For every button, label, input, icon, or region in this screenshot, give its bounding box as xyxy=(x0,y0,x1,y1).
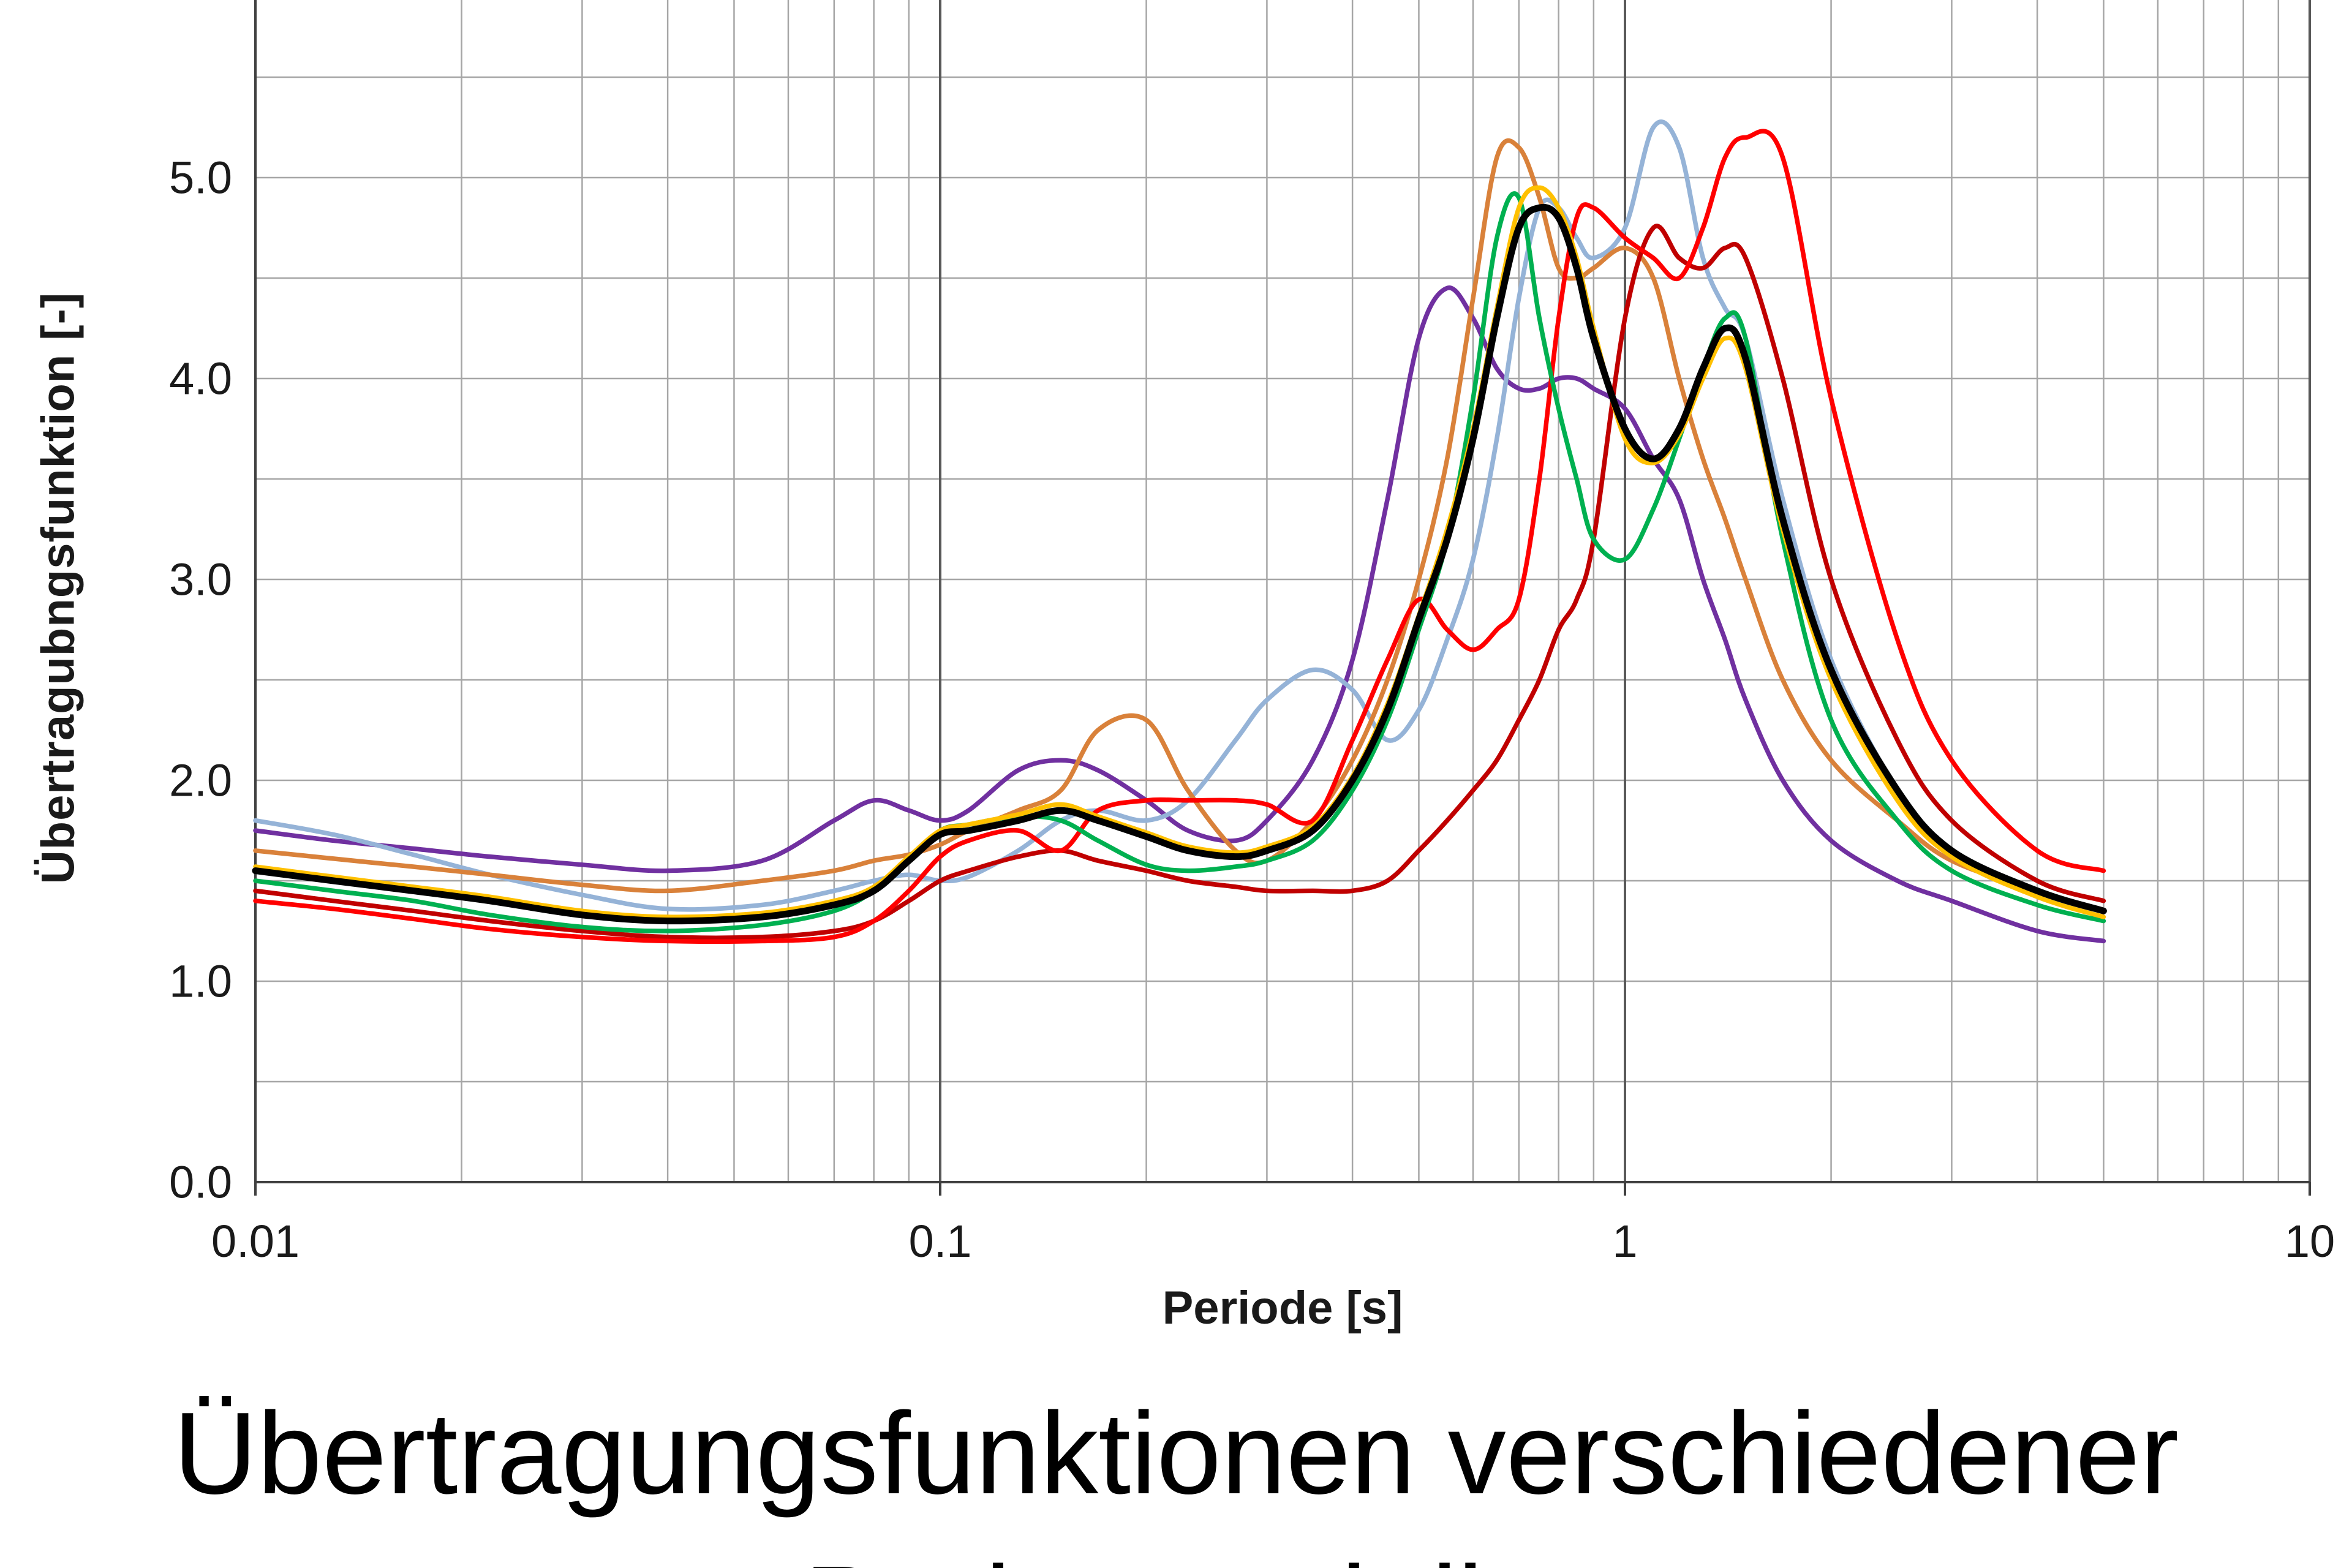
series-red xyxy=(253,129,2106,944)
y-tick-label: 5.0 xyxy=(169,153,232,203)
x-tick-label: 0.1 xyxy=(909,1216,972,1267)
figure-title-line1: Übertragungsfunktionen verschiedener xyxy=(173,1389,2179,1518)
x-axis-title: Periode [s] xyxy=(1162,1282,1403,1334)
series-purple xyxy=(253,285,2106,944)
series-darkred xyxy=(253,224,2106,940)
series-orange xyxy=(253,138,2106,913)
x-tick-label: 10 xyxy=(2285,1216,2335,1267)
y-tick-label: 1.0 xyxy=(169,956,232,1007)
figure-title-line2: Bodenmodelle xyxy=(0,1531,2352,1568)
y-tick-label: 2.0 xyxy=(169,755,232,806)
y-tick-label: 3.0 xyxy=(169,554,232,605)
series-black xyxy=(252,203,2107,925)
y-tick-label: 4.0 xyxy=(169,353,232,404)
figure-title: Übertragungsfunktionen verschiedener Bod… xyxy=(0,1377,2352,1568)
x-tick-label: 0.01 xyxy=(211,1216,300,1267)
y-tick-label: 0.0 xyxy=(169,1157,232,1208)
series-lightblue xyxy=(253,119,2106,913)
x-tick-label: 1 xyxy=(1612,1216,1637,1267)
y-axis-title: Übertragubngsfunktion [-] xyxy=(32,292,85,884)
